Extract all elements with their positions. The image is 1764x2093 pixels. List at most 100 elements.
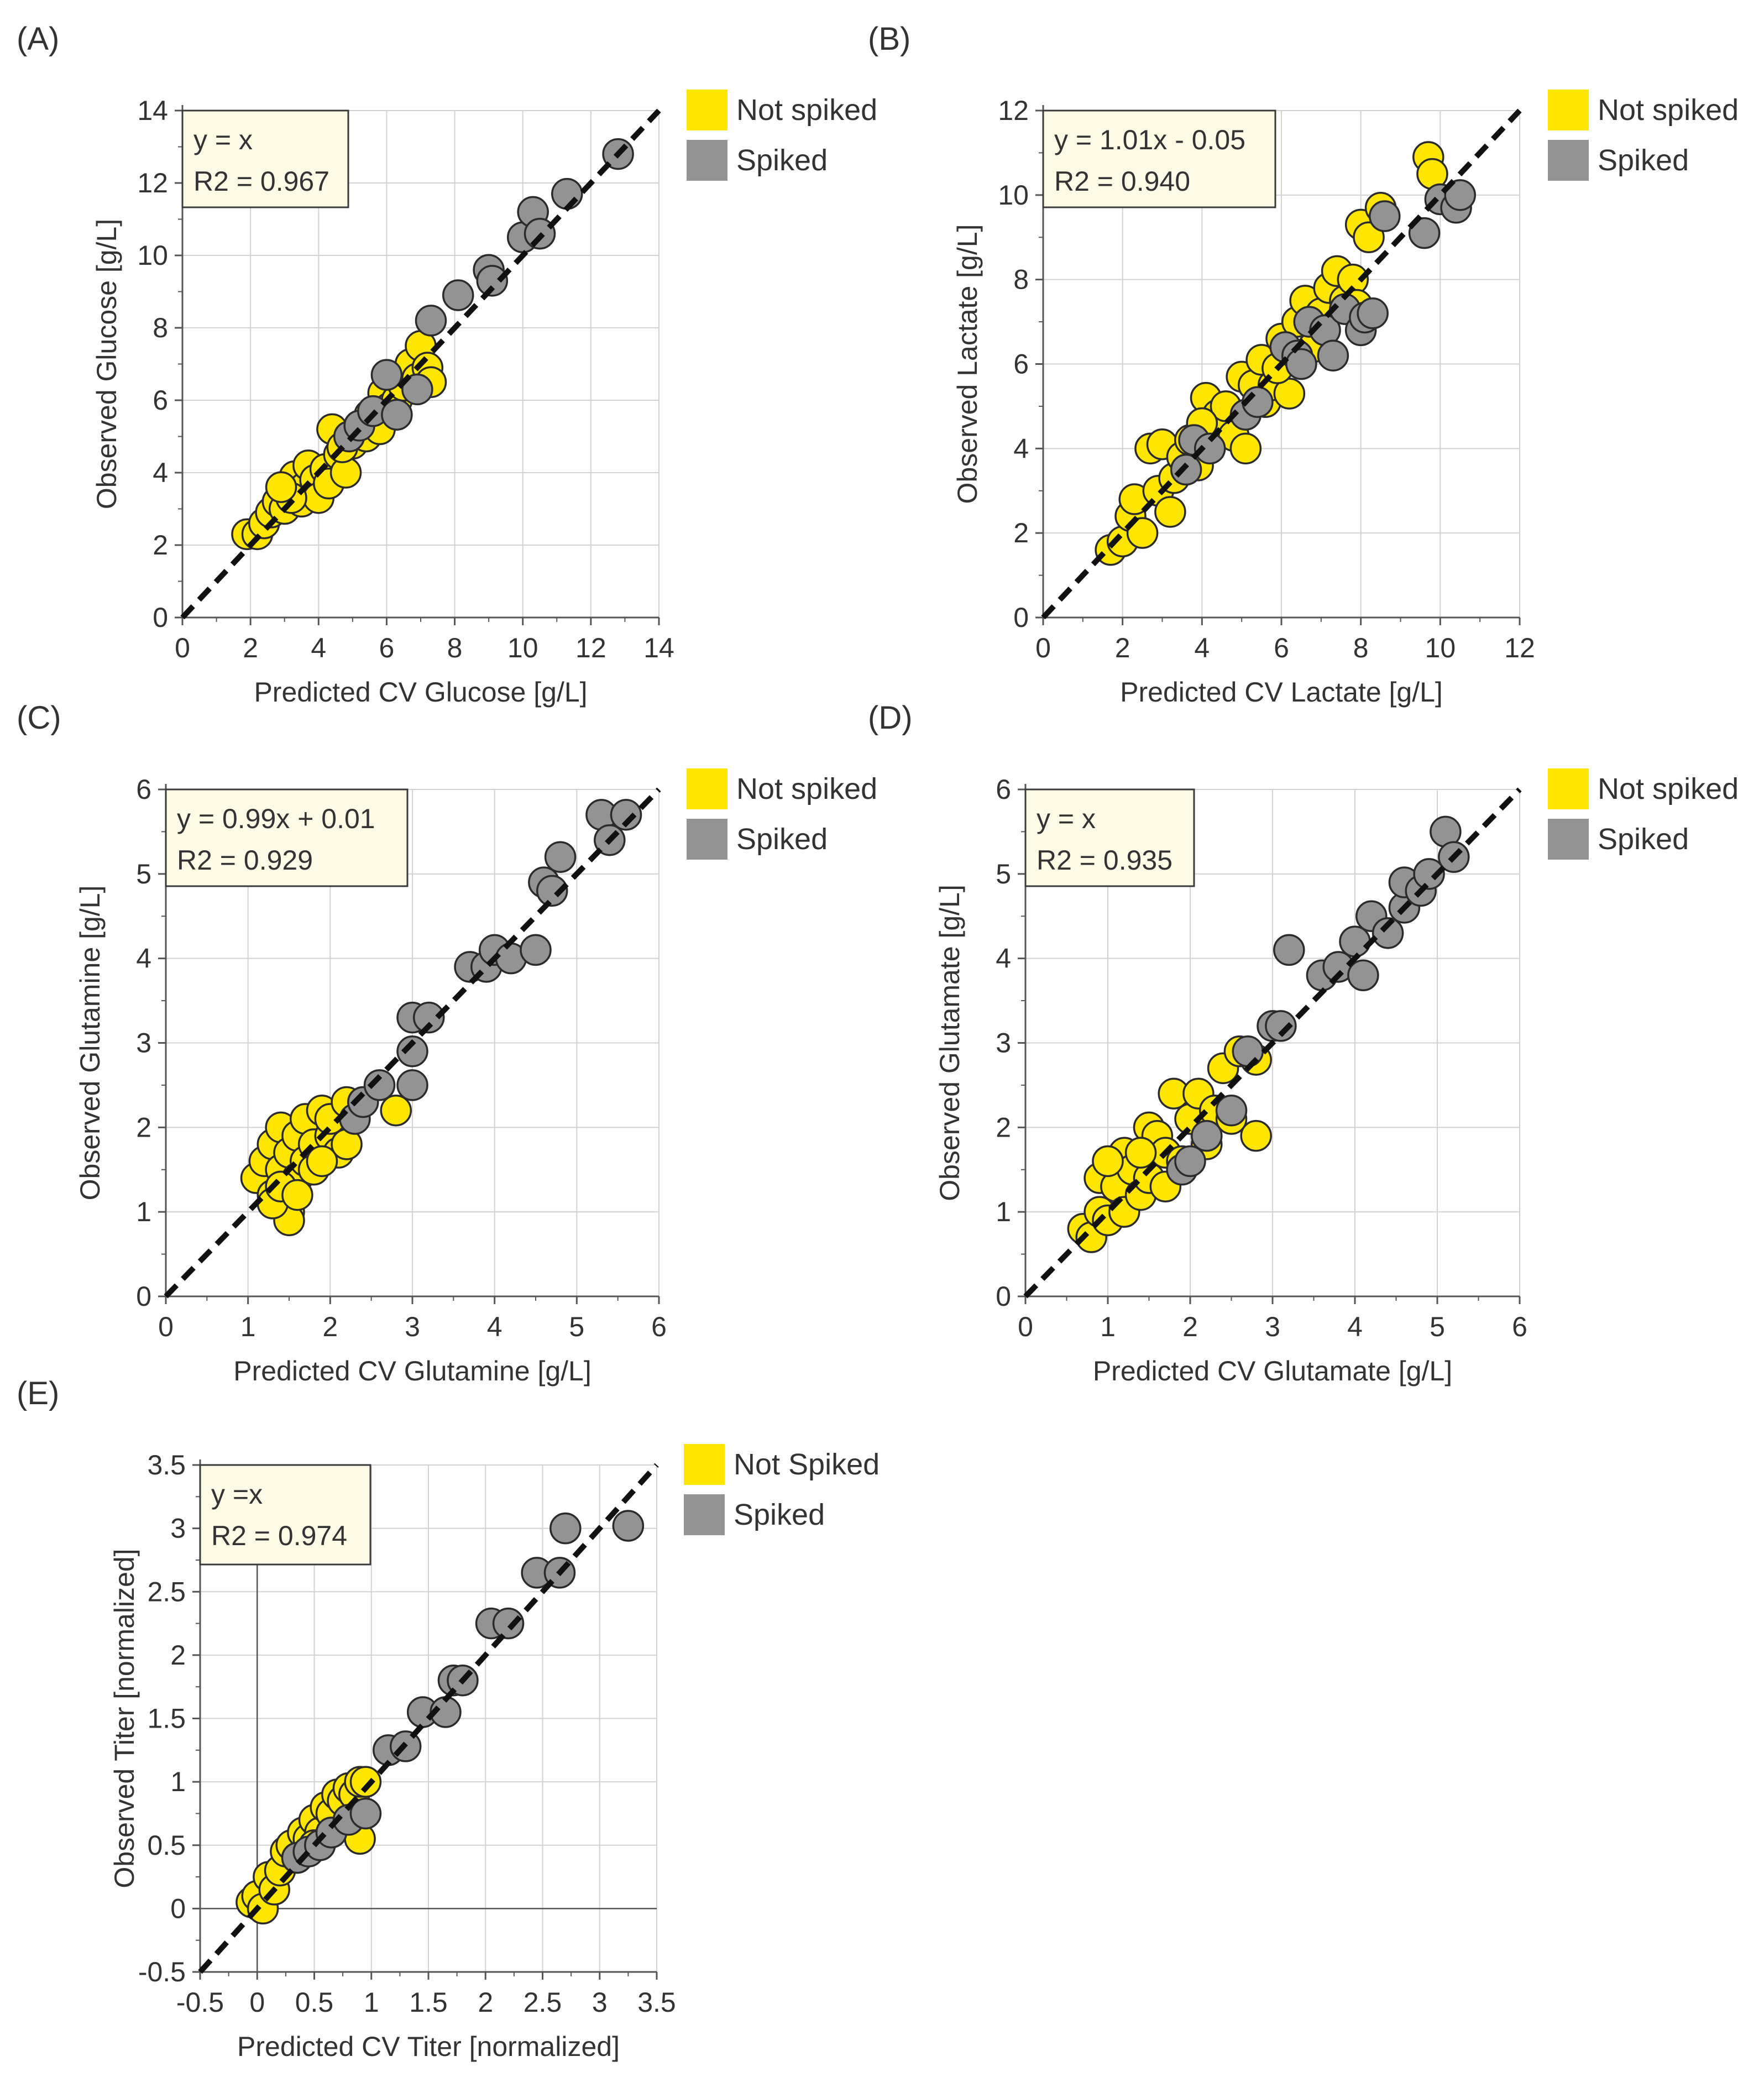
data-point xyxy=(380,1095,412,1127)
y-axis-title: Observed Lactate [g/L] xyxy=(952,224,983,504)
y-axis-title: Observed Glutamine [g/L] xyxy=(75,886,106,1201)
legend-label-not-spiked: Not spiked xyxy=(736,93,877,127)
y-tick-label: 1.5 xyxy=(147,1703,186,1734)
x-tick-label: 6 xyxy=(379,632,395,663)
x-axis-title: Predicted CV Glucose [g/L] xyxy=(254,677,587,708)
data-point xyxy=(1174,1145,1206,1178)
x-tick-label: 4 xyxy=(1194,632,1210,663)
legend-label-not-spiked: Not spiked xyxy=(736,772,877,805)
y-tick-label: 3 xyxy=(136,1028,151,1059)
legend-swatch-spiked xyxy=(1548,819,1589,860)
data-point xyxy=(363,1069,396,1101)
data-point xyxy=(1232,1035,1264,1068)
y-tick-label: 2 xyxy=(136,1112,151,1143)
identity-line xyxy=(198,1463,659,1974)
data-point xyxy=(1194,432,1226,465)
legend-swatch-spiked xyxy=(687,140,727,181)
x-axis-title: Predicted CV Lactate [g/L] xyxy=(1120,677,1443,708)
data-point xyxy=(1126,517,1159,549)
x-tick-label: 8 xyxy=(1353,632,1369,663)
x-tick-label: 4 xyxy=(487,1311,502,1342)
data-point xyxy=(306,1145,338,1178)
x-tick-label: 6 xyxy=(651,1311,667,1342)
series-not-spiked xyxy=(240,1086,412,1237)
r2-line: R2 = 0.940 xyxy=(1054,166,1190,197)
x-tick-label: 5 xyxy=(1430,1311,1445,1342)
x-tick-label: 2 xyxy=(243,632,258,663)
x-tick-label: 14 xyxy=(643,632,674,663)
panel-letter: (E) xyxy=(17,1375,59,1411)
y-tick-label: 6 xyxy=(1013,349,1029,380)
y-tick-label: 6 xyxy=(996,774,1011,805)
identity-line xyxy=(180,108,661,620)
x-tick-label: 2 xyxy=(322,1311,338,1342)
data-point xyxy=(1413,858,1445,890)
x-tick-label: 3 xyxy=(1265,1311,1280,1342)
x-tick-label: 10 xyxy=(1425,632,1456,663)
data-point xyxy=(349,1797,382,1830)
panel-letter: (D) xyxy=(868,700,913,736)
data-point xyxy=(610,799,642,831)
y-tick-label: 2.5 xyxy=(147,1576,186,1607)
data-point xyxy=(1191,1119,1223,1152)
y-tick-label: 4 xyxy=(153,457,168,488)
equation-box xyxy=(1024,788,1195,887)
y-tick-label: 0 xyxy=(170,1893,186,1924)
x-tick-label: -0.5 xyxy=(176,1987,224,2018)
data-point xyxy=(349,1766,382,1798)
x-tick-label: 3.5 xyxy=(637,1987,676,2018)
y-tick-label: 0 xyxy=(136,1281,151,1312)
x-tick-label: 2 xyxy=(1182,1311,1198,1342)
legend-label-not-spiked: Not Spiked xyxy=(734,1448,880,1481)
x-tick-label: 0 xyxy=(1035,632,1051,663)
data-point xyxy=(1154,496,1186,528)
data-point xyxy=(1357,297,1389,329)
r2-line: R2 = 0.929 xyxy=(177,845,313,876)
r2-line: R2 = 0.967 xyxy=(193,166,329,197)
chart-panel-1: (A) 0 2 4 6 8 10 12 14 0 2 4 6 8 10 12 14 Predicted CV Gl… xyxy=(17,21,877,708)
x-tick-label: 2 xyxy=(478,1987,493,2018)
panel-letter: (A) xyxy=(17,21,59,57)
data-point xyxy=(1240,1119,1272,1152)
y-tick-label: 0 xyxy=(996,1281,1011,1312)
y-tick-label: 0 xyxy=(1013,602,1029,633)
x-tick-label: 0.5 xyxy=(295,1987,334,2018)
chart-panel-3: (C) 0 1 2 3 4 5 6 0 1 2 3 4 5 6 Predicted CV Glutamine … xyxy=(17,700,877,1386)
data-point xyxy=(1285,348,1317,380)
legend-label-spiked: Spiked xyxy=(1598,823,1689,856)
data-point xyxy=(492,1607,525,1640)
identity-line xyxy=(1023,787,1522,1299)
y-axis-title: Observed Glucose [g/L] xyxy=(91,219,122,509)
x-tick-label: 0 xyxy=(249,1987,265,2018)
x-tick-label: 6 xyxy=(1274,632,1289,663)
y-axis-title: Observed Titer [normalized] xyxy=(109,1548,140,1888)
x-tick-label: 1.5 xyxy=(409,1987,448,2018)
equation-line: y = 1.01x - 0.05 xyxy=(1054,124,1245,155)
y-tick-label: 1 xyxy=(170,1766,186,1797)
legend-swatch-not-spiked xyxy=(687,768,727,809)
x-tick-label: 2 xyxy=(1115,632,1130,663)
data-point xyxy=(520,934,552,966)
legend-swatch-not-spiked xyxy=(1548,90,1589,130)
y-tick-label: -0.5 xyxy=(138,1956,186,1987)
series-spiked xyxy=(333,138,634,453)
legend-label-spiked: Spiked xyxy=(734,1498,825,1531)
x-tick-label: 1 xyxy=(240,1311,256,1342)
chart-panel-4: (D) 0 1 2 3 4 5 6 0 1 2 3 4 5 6 Predicted CV Glutamate … xyxy=(868,700,1739,1386)
data-point xyxy=(265,471,297,503)
equation-box xyxy=(1042,109,1276,208)
y-tick-label: 6 xyxy=(153,385,168,416)
y-tick-label: 2 xyxy=(996,1112,1011,1143)
data-point xyxy=(1229,432,1262,465)
legend-label-not-spiked: Not spiked xyxy=(1598,93,1739,127)
y-tick-label: 10 xyxy=(137,240,168,271)
y-tick-label: 14 xyxy=(137,95,168,126)
data-point xyxy=(1339,925,1371,957)
data-point xyxy=(1347,959,1379,991)
y-tick-label: 8 xyxy=(1013,264,1029,295)
x-tick-label: 1 xyxy=(364,1987,379,2018)
series-spiked xyxy=(1166,815,1470,1186)
data-point xyxy=(442,279,474,311)
data-point xyxy=(1170,453,1202,486)
